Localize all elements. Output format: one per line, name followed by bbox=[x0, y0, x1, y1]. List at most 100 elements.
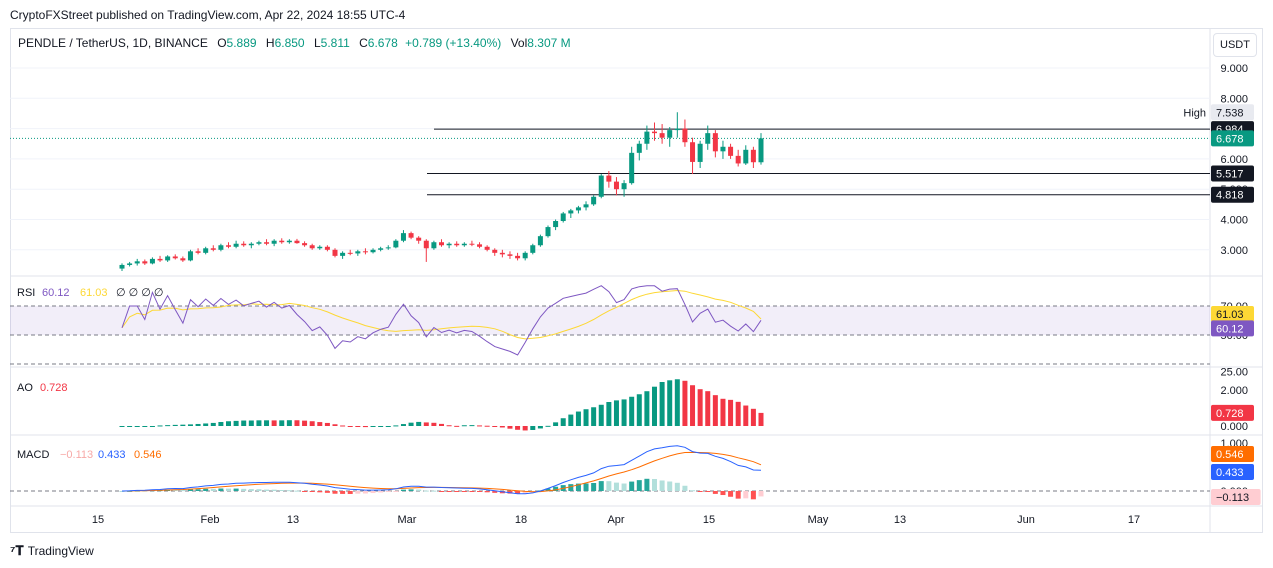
macd-hist-bar bbox=[423, 490, 429, 492]
rsi-ma-badge: 61.03 bbox=[1216, 309, 1244, 321]
macd-hist-bar bbox=[461, 491, 467, 492]
macd-hist-bar bbox=[256, 489, 262, 491]
ao-bar bbox=[545, 425, 551, 427]
time-axis-tick: 18 bbox=[515, 514, 527, 526]
ao-bar bbox=[127, 426, 133, 427]
macd-hist-bar bbox=[659, 480, 665, 491]
candle-body bbox=[530, 245, 536, 253]
ao-bar bbox=[378, 426, 384, 427]
candle-body bbox=[667, 130, 673, 138]
open-value: 5.889 bbox=[226, 36, 257, 50]
macd-hist-bar bbox=[248, 489, 254, 491]
time-axis-tick: Mar bbox=[398, 514, 417, 526]
macd-hist-bar bbox=[400, 489, 406, 491]
ao-bar bbox=[583, 409, 589, 426]
ao-bar bbox=[667, 380, 673, 426]
macd-value: 0.433 bbox=[98, 449, 126, 461]
candle-body bbox=[317, 246, 323, 249]
ao-bar bbox=[210, 422, 216, 426]
ao-bar bbox=[431, 422, 437, 426]
candle-body bbox=[157, 258, 163, 261]
macd-hist-bar bbox=[264, 489, 270, 491]
macd-hist-bar bbox=[621, 483, 627, 491]
macd-hist-bar bbox=[690, 490, 696, 492]
ao-bar bbox=[149, 426, 155, 427]
rsi-line bbox=[121, 285, 762, 356]
macd-signal-badge: 0.546 bbox=[1216, 449, 1244, 461]
macd-hist-value: −0.113 bbox=[60, 449, 93, 461]
macd-hist-bar bbox=[758, 491, 764, 497]
candle-body bbox=[172, 256, 178, 259]
macd-hist-bar bbox=[743, 491, 749, 499]
ao-bar bbox=[317, 422, 323, 426]
high-label: H bbox=[265, 36, 275, 50]
candle-body bbox=[423, 240, 429, 249]
price-axis-tick: 9.000 bbox=[1220, 63, 1248, 75]
ao-bar bbox=[416, 421, 422, 426]
ao-value: 0.728 bbox=[40, 382, 68, 394]
macd-hist-bar bbox=[522, 491, 528, 494]
rsi-label: RSI bbox=[17, 287, 35, 299]
ao-bar bbox=[119, 426, 125, 427]
currency-button[interactable]: USDT bbox=[1213, 33, 1257, 57]
candle-body bbox=[264, 242, 270, 244]
candle-body bbox=[416, 237, 422, 241]
ao-value-badge-bg bbox=[1211, 404, 1254, 421]
candle-body bbox=[621, 183, 627, 190]
ao-bar bbox=[560, 418, 566, 426]
symbol-name[interactable]: PENDLE / TetherUS, 1D, BINANCE bbox=[18, 36, 208, 50]
candle-body bbox=[294, 240, 300, 244]
candle-body bbox=[233, 243, 239, 247]
support1-badge-bg bbox=[1211, 165, 1254, 182]
candle-body bbox=[134, 261, 140, 264]
close-label: C bbox=[359, 36, 368, 50]
ao-bar bbox=[659, 382, 665, 426]
macd-hist-bar bbox=[613, 482, 619, 491]
candle-body bbox=[545, 227, 551, 237]
macd-hist-bar bbox=[309, 491, 315, 492]
candle-body bbox=[492, 249, 498, 253]
ao-bar bbox=[697, 389, 703, 426]
candle-body bbox=[606, 175, 612, 182]
macd-hist-bar bbox=[469, 491, 475, 492]
candle-body bbox=[750, 149, 756, 163]
ao-bar bbox=[591, 407, 597, 426]
macd-hist-bar bbox=[233, 488, 239, 491]
ao-bar bbox=[241, 420, 247, 426]
ao-bar bbox=[233, 420, 239, 426]
chart-canvas[interactable]: 9.0008.0007.0006.0005.0004.0003.000High7… bbox=[10, 28, 1263, 533]
ao-bar bbox=[537, 426, 543, 429]
macd-signal-badge-bg bbox=[1211, 446, 1254, 462]
macd-signal-line bbox=[122, 451, 762, 493]
candle-body bbox=[522, 252, 528, 259]
macd-signal-value: 0.546 bbox=[134, 449, 162, 461]
candle-body bbox=[149, 258, 155, 264]
macd-hist-bar bbox=[636, 480, 642, 491]
ao-bar bbox=[370, 426, 376, 427]
candle-body bbox=[568, 210, 574, 214]
candle-body bbox=[690, 142, 696, 162]
candle-body bbox=[712, 133, 718, 152]
price-axis-tick: 6.000 bbox=[1220, 154, 1248, 166]
price-axis-tick: 4.000 bbox=[1220, 215, 1248, 227]
ao-bar bbox=[271, 420, 277, 426]
ao-bar bbox=[134, 426, 140, 427]
macd-hist-bar bbox=[378, 491, 384, 493]
macd-hist-bar bbox=[720, 491, 726, 496]
candle-body bbox=[180, 258, 186, 261]
candle-body bbox=[119, 264, 125, 269]
ao-bar bbox=[644, 391, 650, 426]
macd-hist-bar bbox=[362, 491, 368, 494]
rsi-ma-value: 61.03 bbox=[80, 287, 108, 299]
ao-bar bbox=[187, 424, 193, 426]
ao-bar bbox=[446, 425, 452, 427]
candle-body bbox=[674, 128, 680, 131]
footer-brand-text: TradingView bbox=[27, 544, 94, 558]
time-axis-tick: May bbox=[808, 514, 829, 526]
footer-brand[interactable]: ⁷𝐓 TradingView bbox=[10, 543, 94, 559]
candle-body bbox=[439, 242, 444, 246]
candle-body bbox=[560, 213, 566, 222]
ao-bar bbox=[347, 426, 353, 427]
ao-bar bbox=[165, 425, 171, 427]
support2-badge: 4.818 bbox=[1216, 190, 1244, 202]
